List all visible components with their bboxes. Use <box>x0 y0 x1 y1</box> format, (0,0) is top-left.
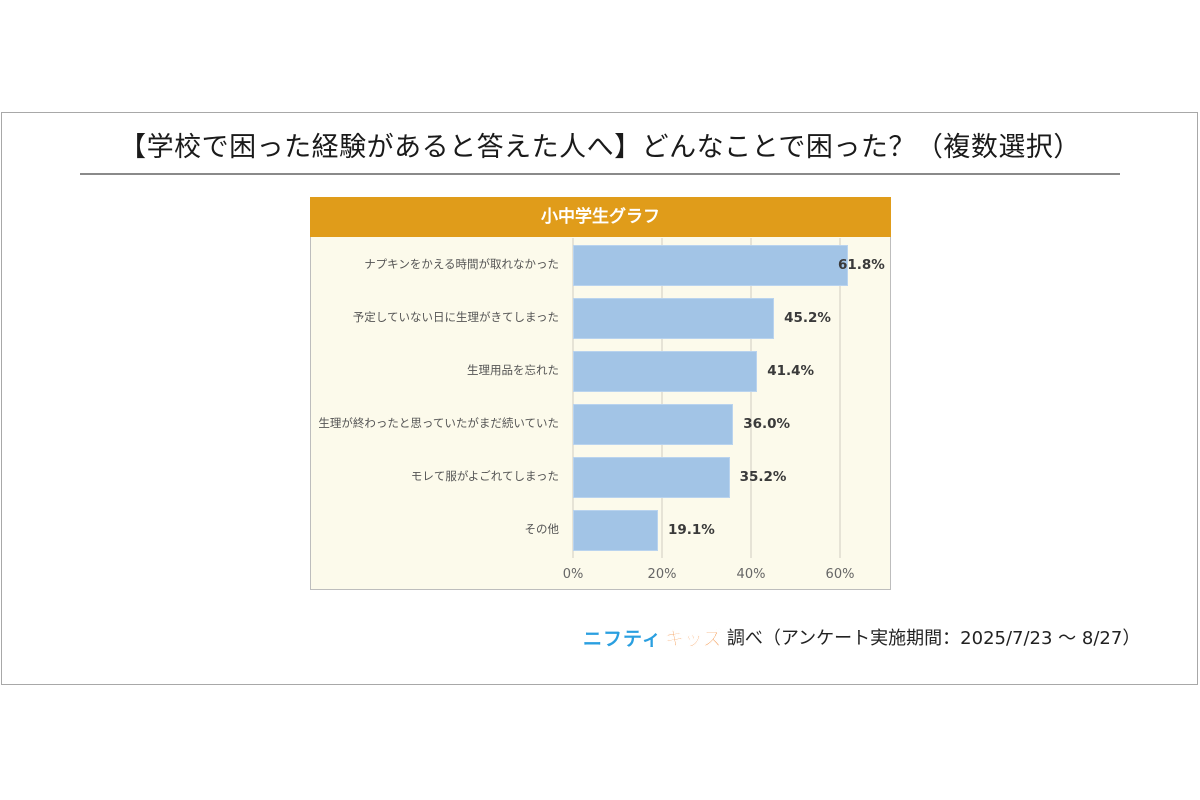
x-tick: 20% <box>647 567 677 582</box>
source-footer: ニフティ キッズ 調べ（アンケート実施期間：2025/7/23 ～ 8/27） <box>583 623 1140 651</box>
gridline-40 <box>750 238 752 558</box>
bar <box>573 245 848 286</box>
bar <box>573 457 730 498</box>
panel-header: 小中学生グラフ <box>310 197 891 237</box>
row-label: 生理用品を忘れた <box>467 363 559 377</box>
survey-period: 調べ（アンケート実施期間：2025/7/23 ～ 8/27） <box>726 628 1141 649</box>
gridline-60 <box>839 238 841 558</box>
bar <box>573 404 734 445</box>
value-label: 41.4% <box>767 363 815 379</box>
gridline-20 <box>661 238 663 558</box>
value-label: 45.2% <box>784 310 831 326</box>
gridline-0 <box>572 238 574 558</box>
bar <box>573 298 775 339</box>
bar <box>573 510 658 551</box>
row-label: その他 <box>524 522 560 536</box>
kids-logo-text: キッズ <box>664 627 723 650</box>
value-label: 35.2% <box>739 469 787 485</box>
row-label: 予定していない日に生理がきてしまった <box>352 310 559 324</box>
x-tick: 0% <box>562 567 584 582</box>
value-label: 19.1% <box>667 522 715 538</box>
x-tick: 40% <box>736 567 766 582</box>
nifty-logo-text: ニフティ <box>583 627 662 650</box>
row-label: 生理が終わったと思っていたがまだ続いていた <box>318 416 559 430</box>
value-label: 61.8% <box>838 257 885 273</box>
bar <box>573 351 758 392</box>
title-divider <box>80 173 1120 175</box>
x-tick: 60% <box>825 567 855 582</box>
value-label: 36.0% <box>743 416 791 432</box>
row-label: ナプキンをかえる時間が取れなかった <box>364 257 559 271</box>
row-label: モレて服がよごれてしまった <box>410 469 559 483</box>
chart-title: 【学校で困った経験があると答えた人へ】どんなことで困った？（複数選択） <box>119 132 1081 163</box>
